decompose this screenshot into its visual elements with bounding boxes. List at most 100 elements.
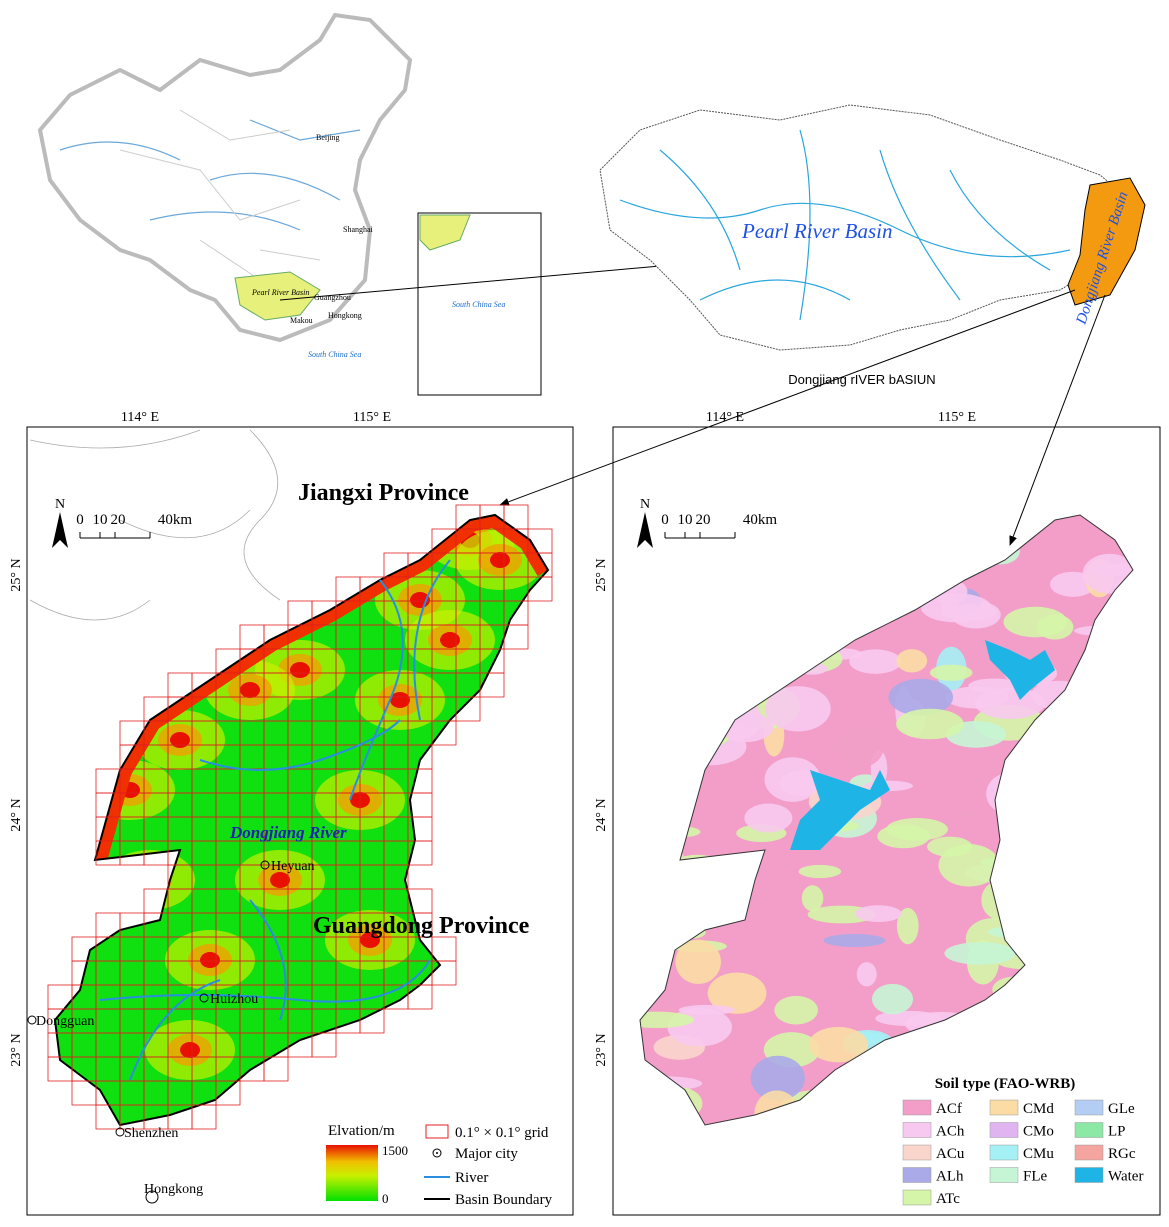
soil-patch	[896, 709, 964, 740]
legend-swatch	[903, 1123, 931, 1138]
soil-patch	[654, 784, 679, 811]
scale-label: 40km	[743, 512, 778, 528]
soil-patch	[743, 609, 818, 635]
legend-swatch	[903, 1190, 931, 1205]
soil-patch	[1008, 801, 1038, 831]
soil-patch	[918, 1040, 991, 1064]
legend-swatch	[903, 1168, 931, 1183]
soil-patch	[670, 860, 706, 888]
soil-patch	[1097, 619, 1138, 649]
soil-patch	[944, 942, 1015, 965]
basin-label: Pearl River Basin	[251, 288, 309, 297]
city-label: Guangzhou	[314, 293, 351, 302]
caption: Dongjiang rIVER bASIUN	[788, 372, 935, 387]
scale-label: 20	[696, 512, 711, 528]
city-label: Hongkong	[144, 1182, 203, 1197]
relief	[290, 662, 310, 678]
lon-label: 114° E	[121, 410, 159, 425]
soil-patch	[986, 773, 1035, 815]
soil-patch	[927, 837, 972, 857]
lat-label: 23° N	[9, 1033, 24, 1066]
soil-patch	[657, 626, 691, 637]
legend-label: ATc	[936, 1191, 960, 1207]
soil-patch	[620, 1012, 694, 1028]
soil-patch	[1102, 860, 1127, 895]
soil-patch	[628, 1076, 702, 1090]
province-label: Jiangxi Province	[298, 480, 469, 506]
soil-patch	[675, 940, 721, 984]
soil-patch	[960, 810, 982, 820]
soil-patch	[911, 557, 937, 584]
soil-patch	[701, 619, 748, 644]
legend-label: GLe	[1108, 1101, 1135, 1117]
soil-patch	[774, 996, 818, 1025]
soil-patch	[809, 1027, 869, 1062]
legend-swatch	[990, 1168, 1018, 1183]
north-arrow	[52, 512, 68, 548]
city-label: Shanghai	[343, 225, 374, 234]
legend-swatch	[1075, 1123, 1103, 1138]
legend-label: 0.1° × 0.1° grid	[455, 1125, 549, 1141]
soil-patch	[1104, 963, 1126, 984]
city-label: Shenzhen	[124, 1126, 178, 1141]
soil-patch	[715, 698, 762, 741]
relief	[270, 872, 290, 888]
scale-label: 20	[111, 512, 126, 528]
legend-label: Water	[1108, 1169, 1143, 1185]
soil-patch	[988, 926, 1040, 938]
elevation-legend: Elvation/m 1500 0 0.1° × 0.1° grid Major…	[326, 1123, 553, 1208]
soil-patch	[816, 575, 886, 609]
legend-swatch	[903, 1100, 931, 1115]
legend-swatch	[990, 1123, 1018, 1138]
city-label: Dongguan	[36, 1014, 94, 1029]
soil-patch	[857, 962, 877, 986]
legend-label: FLe	[1023, 1169, 1048, 1185]
relief	[170, 732, 190, 748]
relief	[105, 850, 195, 910]
soil-patch	[1016, 918, 1044, 954]
soil-patch	[674, 724, 695, 739]
soil-patch	[744, 803, 792, 832]
soil-patch	[644, 737, 671, 771]
pearl-basin-map: Pearl River Basin Dongjiang River Basin …	[500, 105, 1145, 545]
soil-patch	[639, 982, 656, 1009]
scale-label: 0	[661, 512, 669, 528]
lat-label: 23° N	[594, 1033, 609, 1066]
soil-patch	[642, 876, 666, 895]
soil-patch	[799, 865, 841, 878]
soil-patch	[701, 588, 735, 621]
soil-patch	[921, 546, 975, 569]
relief	[200, 952, 220, 968]
relief	[140, 872, 160, 888]
legend-label: RGc	[1108, 1146, 1136, 1162]
soil-patch	[981, 880, 1021, 920]
legend-label: CMd	[1023, 1101, 1054, 1117]
sea-label: South China Sea	[452, 300, 505, 309]
sea-label: South China Sea	[308, 350, 361, 359]
province-label: Guangdong Province	[313, 913, 530, 939]
north-label: N	[55, 497, 65, 512]
legend-label: LP	[1108, 1124, 1126, 1140]
soil-patch	[995, 1016, 1013, 1045]
relief	[440, 632, 460, 648]
soil-patch	[1074, 625, 1135, 636]
scale-bar	[665, 532, 735, 538]
relief	[490, 552, 510, 568]
soil-patch	[1107, 772, 1134, 799]
north-label: N	[640, 497, 650, 512]
soil-patch	[626, 841, 684, 876]
soil-patch	[993, 991, 1051, 1005]
legend-label: 0	[382, 1191, 389, 1206]
soil-patch	[688, 578, 715, 602]
legend-label: CMo	[1023, 1124, 1054, 1140]
soil-patch	[1004, 607, 1068, 638]
lon-label: 114° E	[706, 410, 744, 425]
legend-label: ACu	[936, 1146, 965, 1162]
soil-patch	[905, 576, 936, 602]
soil-patch	[921, 500, 951, 544]
soil-patch	[787, 581, 823, 595]
soil-patch	[1103, 874, 1139, 896]
soil-patch	[843, 515, 896, 529]
river-label: Dongjiang River	[229, 823, 347, 842]
soil-patch	[870, 543, 893, 576]
